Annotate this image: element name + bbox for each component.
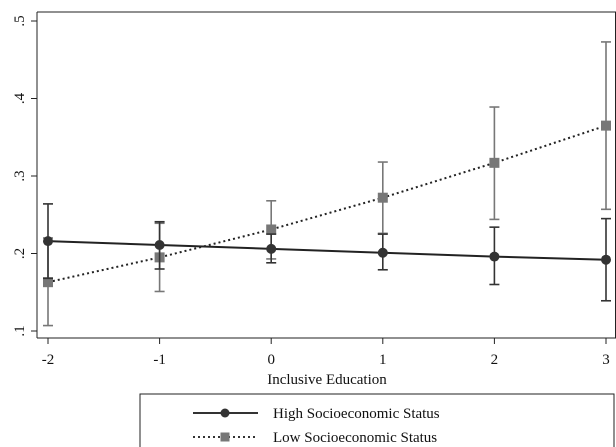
x-axis-ticks: -2 -1 0 1 2 3 <box>42 338 610 368</box>
x-axis-title: Inclusive Education <box>267 372 387 388</box>
series-low <box>43 41 611 327</box>
data-point <box>266 243 277 254</box>
data-point <box>43 277 53 288</box>
series-layer <box>43 41 611 327</box>
legend-marker-high <box>220 408 230 418</box>
data-point <box>601 120 611 131</box>
series-line <box>47 124 607 284</box>
y-tick-label: .1 <box>12 325 28 336</box>
series-line <box>47 240 607 261</box>
legend-label-low: Low Socioeconomic Status <box>273 430 437 446</box>
x-tick-label: 0 <box>267 352 275 368</box>
data-point <box>377 192 388 203</box>
data-point <box>377 247 388 258</box>
y-tick-label: .2 <box>12 248 28 259</box>
data-point <box>266 224 277 235</box>
x-tick-label: 3 <box>602 352 610 368</box>
y-axis-ticks: .1 .2 .3 .4 .5 <box>12 15 37 337</box>
legend-label-high: High Socioeconomic Status <box>273 406 440 422</box>
legend: High Socioeconomic Status Low Socioecono… <box>139 393 615 447</box>
legend-item-low: Low Socioeconomic Status <box>193 430 437 446</box>
y-tick-label: .3 <box>12 170 28 181</box>
x-tick-label: -1 <box>153 352 166 368</box>
data-point <box>489 157 500 168</box>
data-point <box>43 236 53 247</box>
legend-box <box>139 393 615 447</box>
x-tick-label: 1 <box>379 352 387 368</box>
data-point <box>489 251 500 262</box>
x-tick-label: 2 <box>491 352 499 368</box>
series-high <box>43 203 611 302</box>
y-tick-label: .4 <box>12 92 28 104</box>
legend-item-high: High Socioeconomic Status <box>193 406 440 422</box>
data-point <box>154 239 165 250</box>
legend-marker-low <box>220 432 230 442</box>
x-tick-label: -2 <box>42 352 55 368</box>
y-tick-label: .5 <box>12 15 28 26</box>
data-point <box>601 254 611 265</box>
plot-area <box>36 11 616 339</box>
